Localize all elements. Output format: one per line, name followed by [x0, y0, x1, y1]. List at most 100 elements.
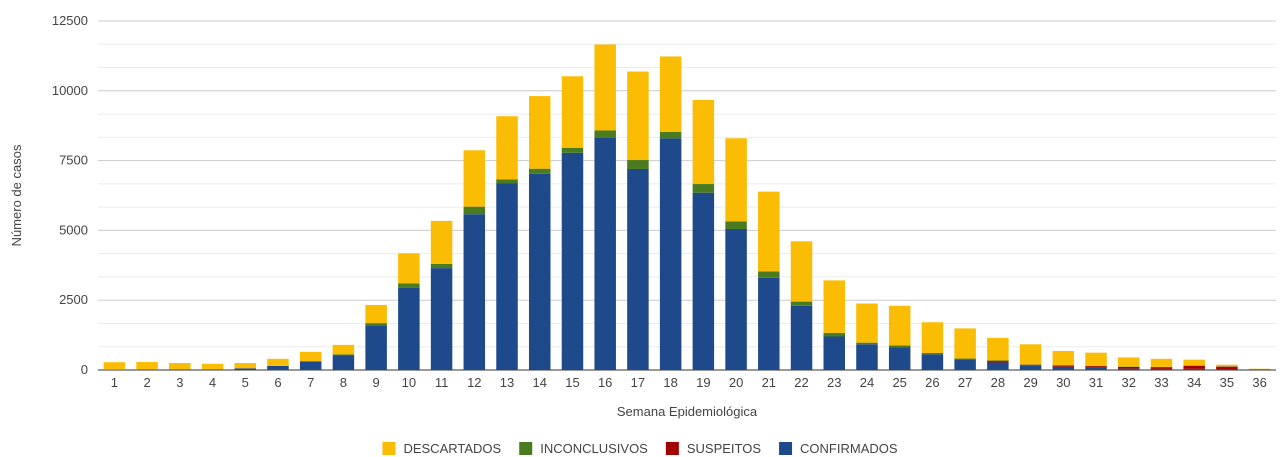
bar-segment-confirmados-week-14: [529, 173, 551, 370]
bar-segment-suspeitos-week-32: [1118, 366, 1140, 369]
bar-segment-descartados-week-24: [856, 303, 878, 343]
y-tick-label: 5000: [59, 222, 88, 237]
bar-segment-descartados-week-21: [758, 191, 780, 272]
bar-segment-descartados-week-19: [692, 100, 715, 185]
bar-segment-descartados-week-22: [790, 241, 813, 302]
bar-segment-descartados-week-7: [299, 351, 322, 362]
bar-segment-descartados-week-32: [1118, 357, 1140, 367]
bar-segment-confirmados-week-35: [1216, 369, 1238, 370]
bar-segment-inconclusivos-week-15: [561, 147, 584, 153]
bar-segment-confirmados-week-32: [1118, 368, 1140, 370]
bar-segment-descartados-week-18: [659, 56, 682, 132]
bar-segment-descartados-week-23: [823, 280, 845, 333]
x-tick-label: 15: [565, 375, 579, 390]
bar-segment-descartados-week-11: [430, 220, 453, 264]
bar-segment-descartados-week-27: [954, 328, 976, 359]
bar-segment-suspeitos-week-31: [1085, 366, 1107, 368]
bar-segment-confirmados-week-31: [1085, 367, 1107, 370]
bar-segment-descartados-week-25: [888, 305, 911, 346]
bar-segment-confirmados-week-29: [1019, 365, 1042, 370]
bar-segment-confirmados-week-4: [201, 369, 224, 370]
legend-label: DESCARTADOS: [403, 441, 501, 456]
bar-segment-confirmados-week-9: [365, 325, 387, 370]
bar-segment-inconclusivos-week-28: [987, 360, 1009, 362]
bar-segment-descartados-week-26: [921, 322, 944, 353]
bar-segment-confirmados-week-18: [659, 138, 682, 370]
bar-segment-suspeitos-week-30: [1052, 365, 1075, 367]
x-tick-label: 11: [435, 375, 449, 390]
bar-segment-inconclusivos-week-17: [627, 160, 649, 169]
bar-segment-suspeitos-week-33: [1150, 367, 1173, 369]
bar-segment-confirmados-week-17: [627, 168, 649, 370]
bar-segment-confirmados-week-3: [169, 369, 191, 370]
bar-segment-confirmados-week-30: [1052, 366, 1075, 370]
bar-segment-inconclusivos-week-27: [954, 358, 976, 360]
x-tick-label: 14: [533, 375, 547, 390]
bar-segment-inconclusivos-week-23: [823, 332, 845, 337]
x-tick-label: 16: [598, 375, 612, 390]
bar-segment-confirmados-week-20: [725, 229, 747, 370]
x-tick-label: 8: [340, 375, 347, 390]
bar-segment-inconclusivos-week-14: [529, 168, 551, 174]
x-tick-label: 3: [176, 375, 183, 390]
legend-swatch-inconclusivos: [519, 442, 533, 455]
bar-segment-descartados-week-28: [987, 337, 1009, 361]
bar-segment-descartados-week-35: [1216, 364, 1238, 367]
x-tick-label: 1: [111, 375, 118, 390]
bar-segment-confirmados-week-33: [1150, 368, 1173, 370]
bar-segment-confirmados-week-12: [463, 214, 486, 370]
bar-segment-descartados-week-8: [332, 344, 355, 355]
x-tick-label: 4: [209, 375, 216, 390]
x-tick-label: 22: [794, 375, 808, 390]
bar-segment-inconclusivos-week-13: [496, 179, 518, 184]
bar-segment-confirmados-week-27: [954, 359, 976, 370]
bar-segment-descartados-week-2: [136, 362, 158, 370]
bar-segment-descartados-week-13: [496, 116, 518, 180]
x-tick-label: 25: [892, 375, 906, 390]
x-tick-label: 10: [402, 375, 416, 390]
x-tick-label: 7: [307, 375, 314, 390]
legend-swatch-confirmados: [779, 442, 793, 455]
bar-segment-suspeitos-week-36: [1248, 369, 1271, 370]
x-tick-label: 6: [274, 375, 281, 390]
x-tick-label: 35: [1220, 375, 1234, 390]
x-tick-label: 12: [467, 375, 481, 390]
bar-segment-confirmados-week-6: [267, 365, 289, 370]
y-tick-label: 7500: [59, 153, 88, 168]
bar-segment-inconclusivos-week-16: [594, 130, 616, 138]
bar-segment-descartados-week-12: [463, 150, 486, 207]
legend-swatch-suspeitos: [665, 442, 679, 455]
x-tick-label: 33: [1154, 375, 1168, 390]
bar-segment-inconclusivos-week-24: [856, 342, 878, 345]
bar-segment-descartados-week-17: [627, 71, 649, 161]
x-tick-label: 18: [663, 375, 677, 390]
x-tick-label: 13: [500, 375, 514, 390]
x-tick-label: 28: [991, 375, 1005, 390]
bar-segment-confirmados-week-8: [332, 355, 355, 370]
bar-segment-descartados-week-31: [1085, 352, 1107, 366]
x-tick-label: 34: [1187, 375, 1201, 390]
x-axis-title: Semana Epidemiológica: [617, 404, 758, 419]
bar-segment-inconclusivos-week-9: [365, 323, 387, 326]
legend-label: INCONCLUSIVOS: [540, 441, 648, 456]
y-tick-label: 2500: [59, 292, 88, 307]
bar-segment-confirmados-week-16: [594, 137, 616, 370]
legend-label: SUSPEITOS: [687, 441, 762, 456]
x-tick-label: 9: [373, 375, 380, 390]
bar-segment-inconclusivos-week-19: [692, 184, 715, 193]
bar-segment-descartados-week-29: [1019, 344, 1042, 365]
bar-segment-descartados-week-20: [725, 138, 747, 222]
bar-segment-confirmados-week-21: [758, 277, 780, 370]
bar-segment-inconclusivos-week-8: [332, 354, 355, 356]
bar-segment-descartados-week-3: [169, 363, 191, 370]
bar-segment-confirmados-week-7: [299, 361, 322, 370]
bar-segment-confirmados-week-26: [921, 354, 944, 370]
bar-segment-descartados-week-10: [398, 253, 420, 284]
y-axis-title: Número de casos: [9, 144, 24, 246]
legend-label: CONFIRMADOS: [800, 441, 898, 456]
bar-segment-inconclusivos-week-12: [463, 206, 486, 215]
x-tick-label: 36: [1252, 375, 1266, 390]
x-tick-label: 27: [958, 375, 972, 390]
bar-segment-inconclusivos-week-26: [921, 352, 944, 355]
x-tick-label: 24: [860, 375, 874, 390]
